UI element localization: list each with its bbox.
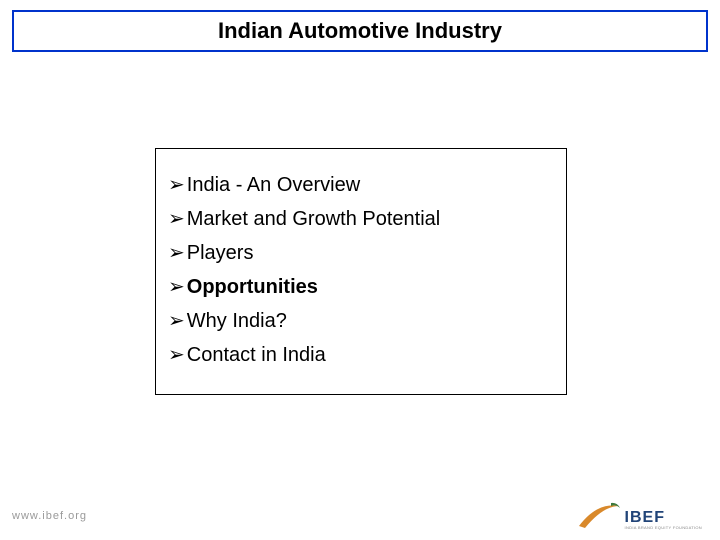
logo-text: IBEF (625, 510, 665, 526)
footer-url: www.ibef.org (12, 510, 87, 522)
bullet-icon: ➢ (168, 206, 185, 231)
list-item: ➢ Why India? (168, 308, 554, 333)
bullet-icon: ➢ (168, 308, 185, 333)
logo-swoosh-icon (577, 500, 621, 530)
list-item: ➢ Contact in India (168, 342, 554, 367)
list-item-label: Opportunities (187, 276, 318, 299)
agenda-box: ➢ India - An Overview ➢ Market and Growt… (155, 148, 567, 395)
list-item-label: Why India? (187, 310, 287, 333)
logo-subtext: INDIA BRAND EQUITY FOUNDATION (625, 526, 702, 530)
list-item: ➢ Opportunities (168, 274, 554, 299)
bullet-icon: ➢ (168, 274, 185, 299)
list-item-label: Market and Growth Potential (187, 208, 440, 231)
slide-title: Indian Automotive Industry (218, 18, 502, 44)
bullet-icon: ➢ (168, 172, 185, 197)
list-item: ➢ India - An Overview (168, 172, 554, 197)
bullet-icon: ➢ (168, 240, 185, 265)
footer-logo: IBEF INDIA BRAND EQUITY FOUNDATION (577, 500, 702, 530)
logo-label-group: IBEF INDIA BRAND EQUITY FOUNDATION (625, 510, 702, 530)
list-item: ➢ Market and Growth Potential (168, 206, 554, 231)
list-item-label: Contact in India (187, 344, 326, 367)
title-bar: Indian Automotive Industry (12, 10, 708, 52)
list-item-label: India - An Overview (187, 174, 360, 197)
bullet-icon: ➢ (168, 342, 185, 367)
list-item: ➢ Players (168, 240, 554, 265)
list-item-label: Players (187, 242, 254, 265)
